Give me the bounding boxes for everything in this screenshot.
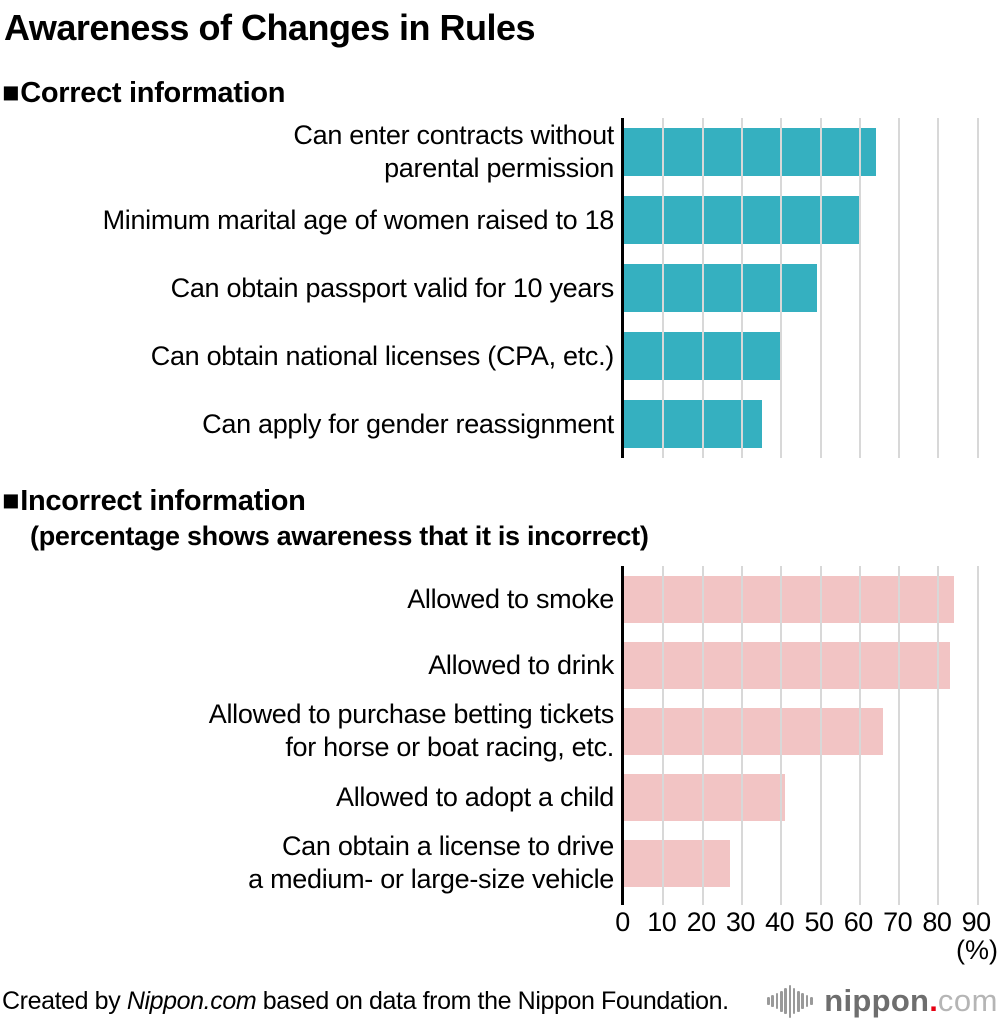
black-square-marker-icon: ■ xyxy=(2,77,20,109)
label-line: Can obtain national licenses (CPA, etc.) xyxy=(150,340,615,371)
bar xyxy=(624,128,876,176)
gridline xyxy=(780,118,783,458)
category-labels-column: Allowed to smoke Allowed to drink Allowed … xyxy=(0,566,615,905)
axis-unit-label: (%) xyxy=(956,935,998,965)
credit-text: Created by Nippon.com based on data from… xyxy=(2,987,729,1016)
x-tick-label: 20 xyxy=(686,907,717,937)
gridline xyxy=(937,118,940,458)
label-line: for horse or boat racing, etc. xyxy=(285,732,614,762)
section-incorrect-information: ■Incorrect information (percentage shows… xyxy=(0,484,1000,965)
footer: Created by Nippon.com based on data from… xyxy=(0,983,1000,1019)
bar-category-label: Can obtain passport valid for 10 years xyxy=(0,254,615,322)
x-tick-label: 0 xyxy=(615,907,630,937)
credit-suffix: based on data from the Nippon Foundation… xyxy=(256,986,729,1015)
label-line: Minimum marital age of women raised to 1… xyxy=(102,204,615,235)
gridline xyxy=(976,118,979,458)
bar-row xyxy=(624,830,1000,896)
credit-brand: Nippon.com xyxy=(126,986,257,1015)
bar-category-label: Can obtain a license to drive a medium- o… xyxy=(0,830,614,896)
bar xyxy=(624,707,884,755)
bar-category-label: Minimum marital age of women raised to 1… xyxy=(0,186,615,254)
label-line: Can enter contracts without xyxy=(293,120,614,150)
bar xyxy=(624,400,762,448)
bar-category-label: Allowed to adopt a child xyxy=(0,764,614,830)
bar-row xyxy=(624,254,1000,322)
gridline xyxy=(898,566,901,905)
gridline xyxy=(858,566,861,905)
gridline xyxy=(976,566,979,905)
plot-area xyxy=(621,566,1000,905)
bar-row xyxy=(624,390,1000,458)
label-line: parental permission xyxy=(384,153,614,183)
incorrect-information-chart: Allowed to smoke Allowed to drink Allowed … xyxy=(0,566,1000,905)
bar xyxy=(624,264,817,312)
nippon-com-logo: nippon. com xyxy=(767,983,998,1019)
section-heading-text: Correct information xyxy=(20,77,286,109)
bar-row xyxy=(624,322,1000,390)
label-line: Allowed to smoke xyxy=(407,583,614,614)
bar-category-label: Allowed to purchase betting tickets for h… xyxy=(0,698,615,764)
bar-row xyxy=(624,698,1000,764)
bar-category-label: Can enter contracts without parental perm… xyxy=(0,118,614,186)
bar xyxy=(624,641,951,689)
x-axis-tick-labels: 0 10 20 30 40 50 60 70 80 90 xyxy=(615,905,1000,937)
bar xyxy=(624,773,786,821)
bar-category-label: Allowed to drink xyxy=(0,632,614,698)
gridline xyxy=(740,566,743,905)
x-tick-label: 80 xyxy=(922,907,952,937)
plot-area xyxy=(621,118,1000,458)
bar-row xyxy=(624,186,1000,254)
soundwave-icon xyxy=(767,984,814,1018)
label-line: Can obtain passport valid for 10 years xyxy=(170,272,615,303)
section-heading-incorrect: ■Incorrect information xyxy=(2,484,1000,518)
label-line: Can apply for gender reassignment xyxy=(202,408,614,439)
bar xyxy=(624,839,731,887)
gridline xyxy=(701,566,704,905)
logo-name: nippon xyxy=(824,983,930,1018)
bar xyxy=(624,575,955,623)
gridline xyxy=(701,118,704,458)
section-heading-correct: ■Correct information xyxy=(2,76,1000,110)
correct-information-chart: Can enter contracts without parental perm… xyxy=(0,118,1000,458)
section-heading-text: Incorrect information xyxy=(20,485,306,517)
section-subheading: (percentage shows awareness that it is i… xyxy=(30,521,649,551)
gridline xyxy=(780,566,783,905)
chart-title: Awareness of Changes in Rules xyxy=(4,7,536,48)
gridline xyxy=(819,566,822,905)
gridline xyxy=(819,118,822,458)
gridline xyxy=(740,118,743,458)
bar-row xyxy=(624,764,1000,830)
gridline xyxy=(662,566,665,905)
category-labels-column: Can enter contracts without parental perm… xyxy=(0,118,615,458)
gridline xyxy=(898,118,901,458)
gridline xyxy=(937,566,940,905)
x-tick-label: 70 xyxy=(883,907,913,937)
infographic-page: Awareness of Changes in Rules ■Correct i… xyxy=(0,6,1000,1034)
section-correct-information: ■Correct information Can enter contracts… xyxy=(0,76,1000,458)
x-tick-label: 90 xyxy=(961,907,992,937)
x-tick-label: 60 xyxy=(843,907,874,937)
bar-category-label: Can obtain national licenses (CPA, etc.) xyxy=(0,322,615,390)
black-square-marker-icon: ■ xyxy=(2,485,20,517)
x-tick-label: 10 xyxy=(647,907,677,937)
bar-category-label: Allowed to smoke xyxy=(0,566,614,632)
label-line: Allowed to purchase betting tickets xyxy=(208,699,615,729)
bar-row xyxy=(624,566,1000,632)
x-tick-label: 50 xyxy=(804,907,834,937)
gridline xyxy=(858,118,861,458)
credit-prefix: Created by xyxy=(2,986,127,1015)
label-line: a medium- or large-size vehicle xyxy=(248,864,614,894)
label-line: Allowed to drink xyxy=(428,649,614,680)
logo-tld: com xyxy=(937,983,998,1018)
x-tick-label: 40 xyxy=(765,907,795,937)
label-line: Allowed to adopt a child xyxy=(336,781,614,812)
x-tick-label: 30 xyxy=(725,907,756,937)
logo-dot: . xyxy=(929,983,938,1018)
bar-row xyxy=(624,632,1000,698)
bar-category-label: Can apply for gender reassignment xyxy=(0,390,614,458)
gridline xyxy=(662,118,665,458)
bar-row xyxy=(624,118,1000,186)
label-line: Can obtain a license to drive xyxy=(281,831,614,861)
